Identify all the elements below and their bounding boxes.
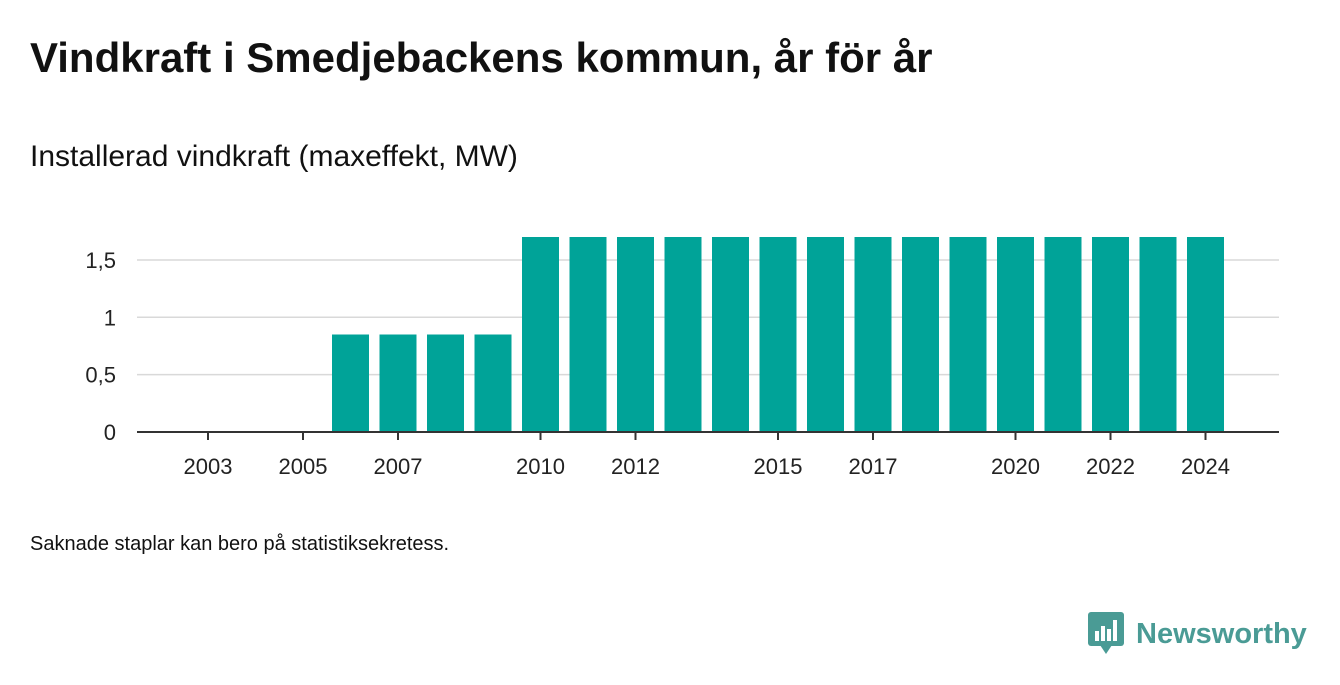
newsworthy-logo-icon xyxy=(1088,612,1124,654)
bar-2018 xyxy=(902,237,939,432)
bar-2021 xyxy=(1044,237,1082,432)
axes: 0 0,5 1 1,5 2003 2005 2007 2010 2012 2015 2017 2020… xyxy=(85,248,1279,479)
bar-2007 xyxy=(379,334,417,432)
bar-2008 xyxy=(427,334,464,432)
chart-title: Vindkraft i Smedjebackens kommun, år för… xyxy=(30,34,933,81)
bar-2013 xyxy=(664,237,702,432)
y-tick-label: 0,5 xyxy=(85,363,116,388)
x-tick-label: 2003 xyxy=(184,454,233,479)
x-tick-label: 2015 xyxy=(754,454,803,479)
bar-2006 xyxy=(332,334,369,432)
bar-2019 xyxy=(949,237,987,432)
gridlines xyxy=(137,259,1279,376)
bar-2009 xyxy=(474,334,512,432)
bar-2011 xyxy=(569,237,607,432)
chart-subtitle: Installerad vindkraft (maxeffekt, MW) xyxy=(30,140,518,173)
brand-name: Newsworthy xyxy=(1136,617,1307,650)
x-tick-label: 2022 xyxy=(1086,454,1135,479)
y-tick-label: 0 xyxy=(104,420,116,445)
bar-2015 xyxy=(759,237,797,432)
y-tick-label: 1 xyxy=(104,305,116,330)
footnote: Saknade staplar kan bero på statistiksek… xyxy=(30,533,450,555)
bar-2014 xyxy=(712,237,749,432)
x-tick-label: 2010 xyxy=(516,454,565,479)
bar-chart: 0 0,5 1 1,5 2003 2005 2007 2010 2012 2015 2017 2020… xyxy=(85,237,1279,479)
x-tick-label: 2017 xyxy=(849,454,898,479)
bar-2020 xyxy=(997,237,1034,432)
y-tick-label: 1,5 xyxy=(85,248,116,273)
bar-2016 xyxy=(807,237,844,432)
x-tick-label: 2020 xyxy=(991,454,1040,479)
bar-2022 xyxy=(1092,237,1129,432)
bar-2012 xyxy=(617,237,654,432)
x-tick-label: 2012 xyxy=(611,454,660,479)
bar-2024 xyxy=(1187,237,1224,432)
bar-2023 xyxy=(1139,237,1177,432)
x-tick-label: 2007 xyxy=(374,454,423,479)
x-tick-label: 2024 xyxy=(1181,454,1230,479)
bar-2017 xyxy=(854,237,892,432)
x-tick-label: 2005 xyxy=(279,454,328,479)
bars xyxy=(332,237,1224,432)
brand[interactable]: Newsworthy xyxy=(1088,612,1307,656)
bar-2010 xyxy=(522,237,559,432)
